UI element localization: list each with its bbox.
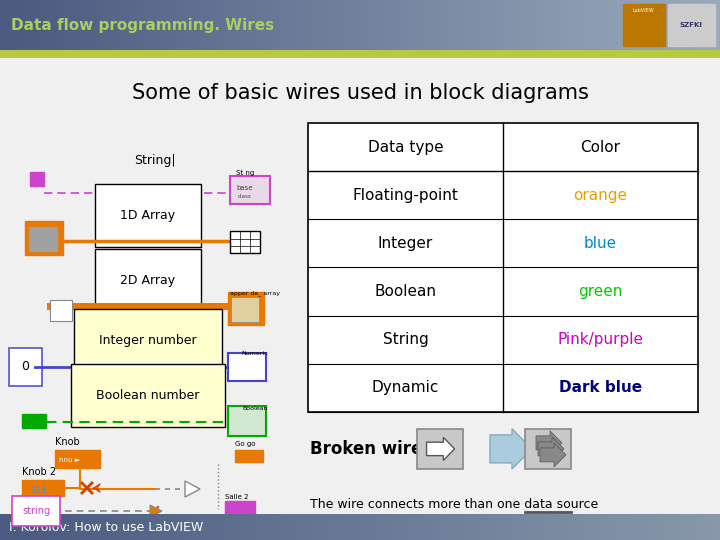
- Text: orange: orange: [574, 188, 628, 202]
- Text: Boolean: Boolean: [242, 406, 268, 411]
- Bar: [22, 414, 46, 428]
- Text: String: String: [382, 332, 428, 347]
- Bar: [29, 227, 57, 251]
- Polygon shape: [490, 429, 532, 469]
- Text: blue: blue: [584, 236, 617, 251]
- Bar: [231, 298, 259, 321]
- Bar: [55, 450, 100, 468]
- Bar: [225, 501, 255, 515]
- Bar: [228, 353, 266, 381]
- Text: 0: 0: [21, 360, 29, 373]
- Bar: [25, 221, 63, 255]
- Text: base: base: [237, 185, 253, 191]
- Bar: [30, 172, 44, 186]
- Text: Dark blue: Dark blue: [559, 380, 642, 395]
- Text: Knob 2: Knob 2: [22, 467, 56, 477]
- Text: Knob: Knob: [55, 437, 80, 447]
- Text: Salle 2: Salle 2: [225, 494, 248, 500]
- Text: Numeric: Numeric: [242, 351, 269, 356]
- Text: Dynamic: Dynamic: [372, 380, 439, 395]
- Text: 1D Array: 1D Array: [120, 209, 176, 222]
- Text: green: green: [578, 284, 623, 299]
- Bar: [308, 123, 698, 412]
- Bar: [230, 231, 260, 253]
- FancyBboxPatch shape: [230, 176, 270, 204]
- Text: string: string: [22, 506, 50, 516]
- Text: I. Korolov: How to use LabVIEW: I. Korolov: How to use LabVIEW: [9, 521, 203, 534]
- Bar: [235, 450, 263, 462]
- Text: String|: String|: [134, 153, 176, 166]
- Text: class: class: [238, 194, 252, 199]
- Text: Integer: Integer: [378, 236, 433, 251]
- Polygon shape: [185, 481, 200, 497]
- Text: LabVIEW: LabVIEW: [633, 8, 654, 12]
- Text: Floating-point: Floating-point: [353, 188, 459, 202]
- Bar: [228, 293, 264, 325]
- Text: Pink/purple: Pink/purple: [557, 332, 644, 347]
- Text: SZFKI: SZFKI: [680, 22, 703, 28]
- Polygon shape: [538, 437, 564, 461]
- Bar: [228, 406, 266, 436]
- Text: apper de_ array: apper de_ array: [230, 291, 280, 296]
- Text: Boolean: Boolean: [374, 284, 436, 299]
- Bar: [668, 4, 715, 46]
- Polygon shape: [536, 431, 562, 455]
- Text: Color: Color: [580, 139, 621, 154]
- Bar: [50, 300, 72, 321]
- Text: Broken wires: Broken wires: [310, 440, 432, 458]
- Text: Some of basic wires used in block diagrams: Some of basic wires used in block diagra…: [132, 83, 588, 103]
- Text: Data flow programming. Wires: Data flow programming. Wires: [11, 18, 274, 32]
- Text: nnu ►: nnu ►: [60, 457, 81, 463]
- Text: The wire connects more than one data source: The wire connects more than one data sou…: [310, 497, 598, 510]
- Text: ▐▐▐: ▐▐▐: [29, 485, 45, 492]
- Bar: [22, 480, 64, 496]
- Polygon shape: [540, 443, 566, 467]
- Text: Go go: Go go: [235, 441, 256, 447]
- Text: St ng: St ng: [236, 170, 254, 176]
- Text: 2D Array: 2D Array: [120, 274, 176, 287]
- Polygon shape: [150, 505, 162, 517]
- Text: Boolean number: Boolean number: [96, 389, 199, 402]
- Bar: [623, 4, 665, 46]
- FancyBboxPatch shape: [525, 429, 571, 469]
- FancyBboxPatch shape: [417, 429, 463, 469]
- Text: Data type: Data type: [368, 139, 444, 154]
- Text: Integer number: Integer number: [99, 334, 197, 347]
- Polygon shape: [426, 437, 454, 461]
